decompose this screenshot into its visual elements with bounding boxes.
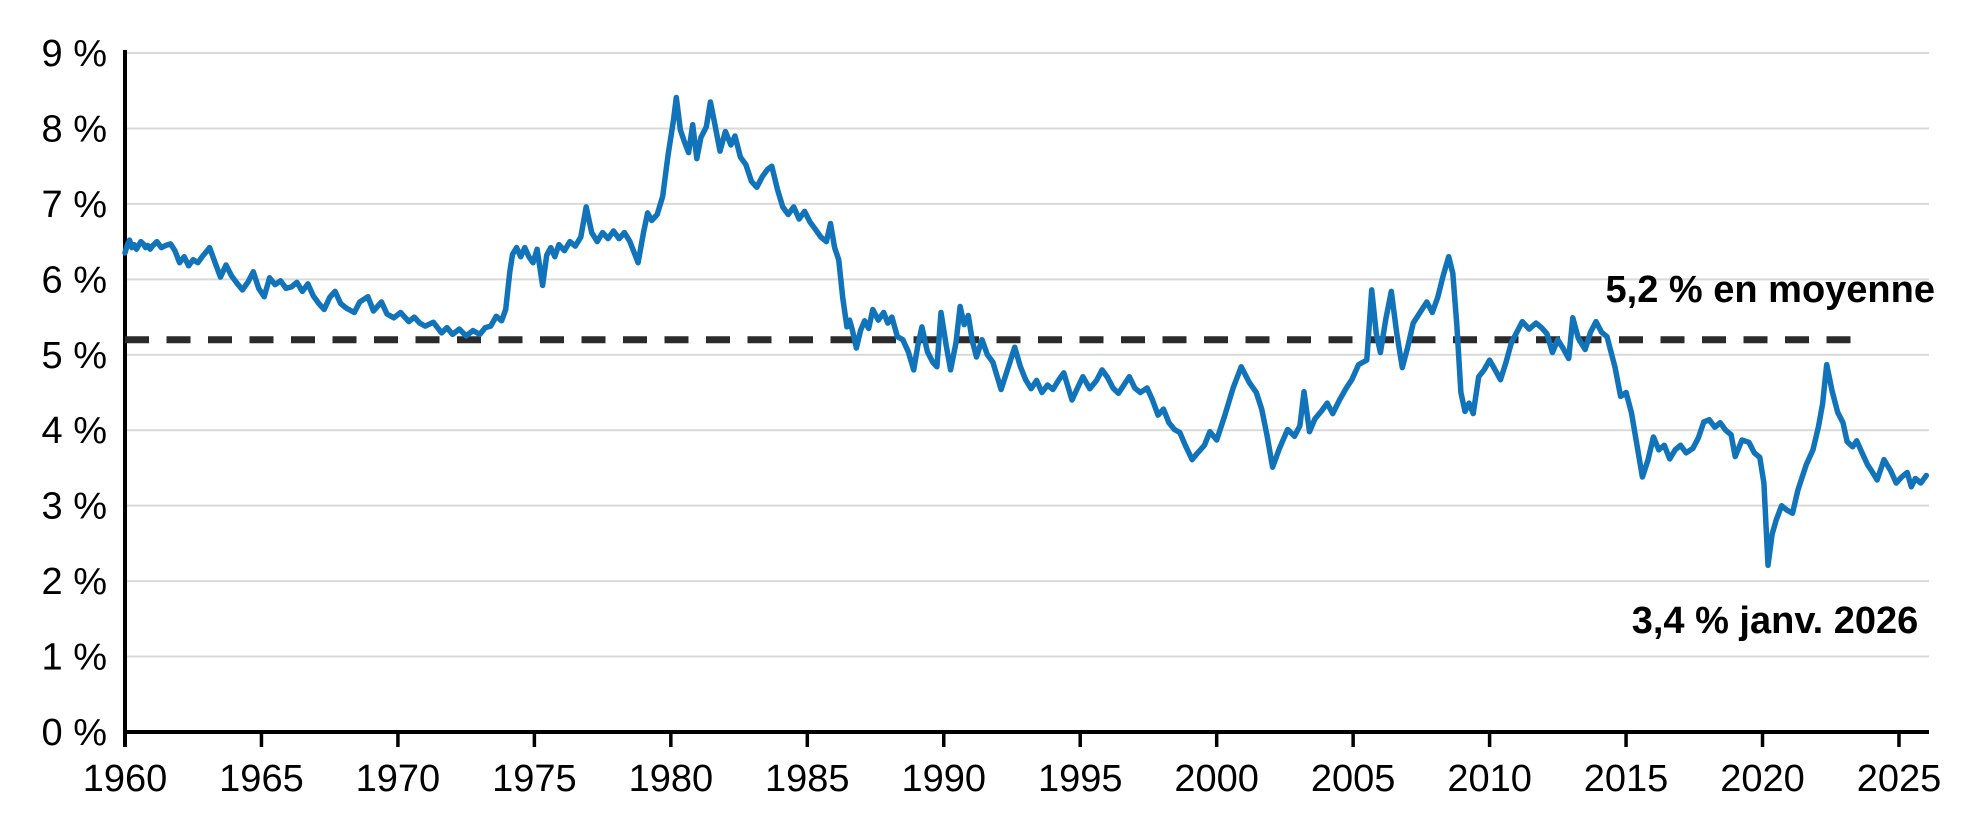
y-tick-label: 1 %	[42, 637, 107, 679]
y-tick-label: 5 %	[42, 335, 107, 377]
x-tick-label: 1970	[356, 758, 441, 800]
x-tick-label: 1985	[765, 758, 850, 800]
y-tick-label: 9 %	[42, 33, 107, 75]
x-tick-label: 1975	[492, 758, 577, 800]
y-tick-label: 0 %	[42, 712, 107, 754]
y-tick-label: 6 %	[42, 259, 107, 301]
tick-labels: 0 % 1 % 2 % 3 % 4 % 5 % 6 % 7 % 8 % 9 % 1960 1965 19…	[42, 33, 1942, 800]
x-tick-label: 2025	[1857, 758, 1942, 800]
y-tick-label: 8 %	[42, 108, 107, 150]
x-tick-label: 2005	[1311, 758, 1396, 800]
x-tick-label: 1960	[83, 758, 168, 800]
x-tick-label: 1990	[901, 758, 986, 800]
x-tick-label: 1965	[219, 758, 304, 800]
axes	[123, 50, 1929, 747]
x-tick-label: 1980	[629, 758, 714, 800]
x-tick-label: 2010	[1447, 758, 1532, 800]
x-tick-label: 2015	[1584, 758, 1669, 800]
x-tick-label: 2000	[1174, 758, 1259, 800]
x-tick-label: 2020	[1720, 758, 1805, 800]
rate-line	[122, 94, 1930, 569]
end-point-annotation: 3,4 % janv. 2026	[1632, 600, 1919, 642]
gridlines	[125, 52, 1929, 658]
x-tick-label: 1995	[1038, 758, 1123, 800]
y-tick-label: 2 %	[42, 561, 107, 603]
y-tick-label: 4 %	[42, 410, 107, 452]
average-annotation: 5,2 % en moyenne	[1606, 269, 1935, 311]
y-tick-label: 3 %	[42, 486, 107, 528]
y-tick-label: 7 %	[42, 184, 107, 226]
